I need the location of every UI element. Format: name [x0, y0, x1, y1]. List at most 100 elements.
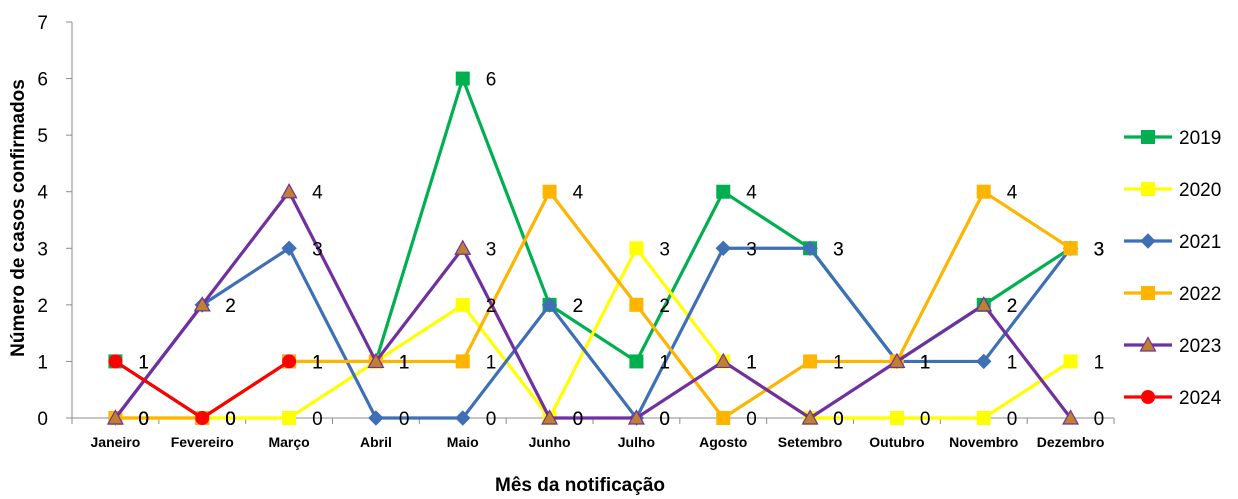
y-tick-label: 7	[37, 13, 48, 34]
legend-marker	[1139, 336, 1157, 352]
data-point	[455, 297, 470, 312]
x-tick-label: Setembro	[778, 434, 843, 450]
y-tick-label: 0	[37, 409, 48, 430]
data-label: 0	[573, 409, 584, 430]
data-label: 0	[1007, 409, 1018, 430]
data-point	[627, 409, 645, 425]
data-point	[716, 184, 731, 199]
data-point	[801, 409, 819, 425]
data-point	[629, 354, 644, 369]
data-label: 1	[746, 352, 757, 373]
data-label: 2	[1007, 296, 1018, 317]
data-label: 1	[1007, 352, 1018, 373]
data-point	[889, 411, 904, 425]
data-label: 1	[920, 352, 931, 373]
x-tick-label: Junho	[529, 434, 571, 450]
y-tick-label: 2	[37, 296, 48, 317]
data-point	[455, 410, 471, 426]
data-point	[715, 240, 731, 256]
data-label: 2	[573, 296, 584, 317]
data-point	[106, 409, 124, 425]
data-point	[888, 352, 906, 369]
legend-label: 2020	[1179, 180, 1221, 201]
data-point	[542, 184, 557, 199]
legend-item-2019: 2019	[1124, 128, 1221, 149]
data-label: 1	[920, 352, 931, 373]
x-tick-label: Janeiro	[91, 434, 141, 450]
series-line	[115, 190, 1072, 420]
data-label: 1	[399, 352, 410, 373]
legend-marker	[1140, 233, 1156, 249]
data-point	[193, 296, 211, 312]
data-label: 3	[1094, 239, 1105, 260]
data-label: 0	[399, 409, 410, 430]
data-label: 3	[486, 239, 497, 260]
data-label: 2	[486, 296, 497, 317]
data-point	[282, 354, 297, 369]
data-label: 0	[312, 409, 323, 430]
data-label: 1	[920, 352, 931, 373]
data-label: 0	[225, 409, 236, 430]
legend-marker	[1141, 390, 1155, 404]
legend-label: 2023	[1179, 336, 1221, 357]
series-2024	[108, 354, 297, 425]
data-label: 0	[225, 409, 236, 430]
y-tick-label: 6	[37, 70, 48, 91]
data-label: 1	[138, 352, 149, 373]
x-tick-label: Novembro	[949, 434, 1018, 450]
legend-marker	[1141, 182, 1155, 196]
data-label: 3	[1094, 239, 1105, 260]
data-label: 0	[573, 409, 584, 430]
y-tick-label: 3	[37, 239, 48, 260]
legend-item-2024: 2024	[1124, 388, 1222, 409]
series-line	[115, 246, 1072, 420]
data-point	[1063, 354, 1078, 369]
data-label: 0	[1094, 409, 1105, 430]
data-point	[1062, 409, 1080, 425]
series-2023	[106, 182, 1080, 425]
data-point	[541, 409, 559, 425]
data-point	[975, 296, 993, 312]
x-tick-label: Fevereiro	[171, 434, 234, 450]
data-label: 3	[746, 239, 757, 260]
data-point	[802, 240, 818, 256]
x-tick-label: Abril	[360, 434, 392, 450]
data-label: 0	[833, 409, 844, 430]
series-line	[114, 246, 1072, 420]
legend-label: 2019	[1179, 128, 1221, 149]
data-label: 4	[746, 183, 757, 204]
data-label: 2	[225, 296, 236, 317]
data-point	[1063, 241, 1078, 256]
data-point	[976, 184, 991, 199]
data-label: 0	[486, 409, 497, 430]
y-tick-label: 5	[37, 126, 48, 147]
data-point	[108, 354, 123, 369]
data-label: 0	[746, 409, 757, 430]
legend-item-2022: 2022	[1124, 284, 1221, 305]
legend-marker	[1141, 130, 1155, 144]
data-label: 3	[659, 239, 670, 260]
x-tick-label: Maio	[447, 434, 479, 450]
data-point	[195, 411, 210, 425]
data-point	[455, 71, 470, 86]
data-label: 3	[833, 239, 844, 260]
data-label: 1	[312, 352, 323, 373]
data-label: 0	[920, 409, 931, 430]
data-label: 1	[486, 352, 497, 373]
data-label: 0	[225, 409, 236, 430]
data-point	[454, 239, 472, 255]
data-point	[976, 353, 992, 370]
data-label: 4	[312, 183, 323, 204]
data-label: 0	[659, 409, 670, 430]
data-label: 3	[1094, 239, 1105, 260]
data-point	[281, 240, 297, 256]
data-label: 1	[399, 352, 410, 373]
data-point	[368, 410, 384, 426]
data-point	[716, 411, 731, 425]
series-2022	[108, 184, 1078, 425]
data-label: 1	[399, 352, 410, 373]
data-label: 1	[399, 352, 410, 373]
data-label: 1	[920, 352, 931, 373]
legend: 2019 2020 2021 2022 2023 2024	[1124, 128, 1222, 409]
data-label: 2	[573, 296, 584, 317]
